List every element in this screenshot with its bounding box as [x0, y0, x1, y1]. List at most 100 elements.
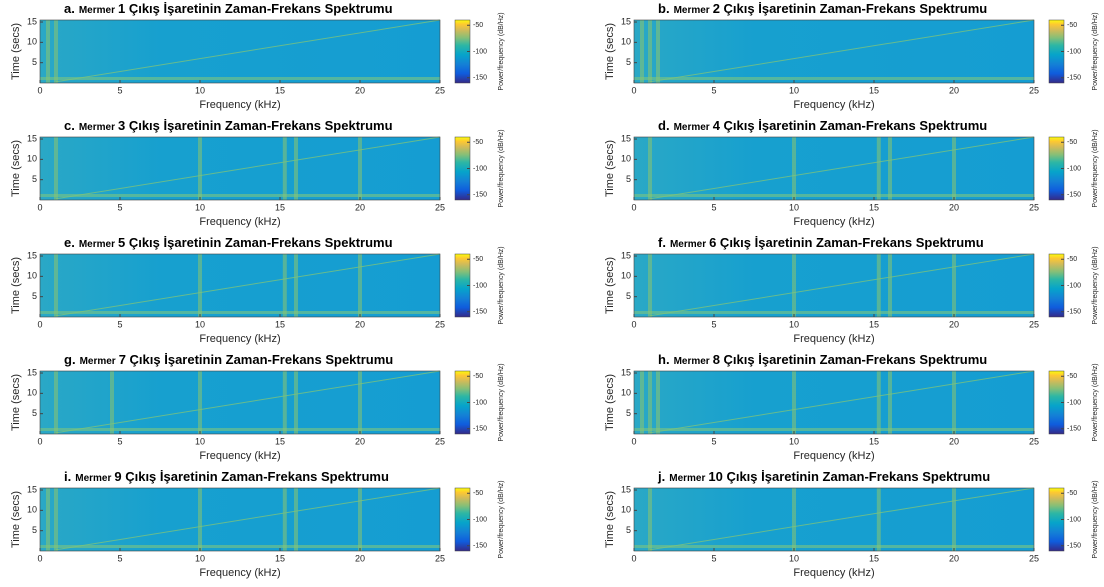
chirp-line: [55, 370, 441, 434]
frequency-band: [54, 488, 58, 551]
frequency-band: [792, 254, 796, 317]
frequency-band: [952, 371, 956, 434]
frequency-band: [648, 371, 652, 434]
x-tick-label: 5: [711, 85, 716, 95]
colorbar-tick-label: -100: [1067, 282, 1081, 289]
x-tick-label: 20: [949, 319, 959, 329]
y-tick-label: 10: [621, 388, 631, 398]
low-time-strip: [40, 194, 440, 197]
x-tick-label: 25: [1029, 436, 1039, 446]
x-tick-label: 25: [1029, 85, 1039, 95]
title-text: 3 Çıkış İşaretinin Zaman-Frekans Spektru…: [118, 118, 393, 133]
y-axis-label: Time (secs): [604, 257, 616, 314]
x-tick-label: 10: [789, 319, 799, 329]
chirp-line: [55, 136, 441, 200]
x-tick-label: 15: [869, 436, 879, 446]
colorbar-label: Power/frequency (dB/Hz): [1092, 480, 1099, 558]
frequency-band: [876, 488, 881, 551]
y-axis-label: Time (secs): [10, 491, 22, 548]
panel-letter: b.: [658, 1, 670, 16]
x-tick-label: 0: [37, 202, 42, 212]
frequency-band: [282, 254, 287, 317]
x-tick-label: 20: [355, 553, 365, 563]
x-tick-label: 5: [117, 85, 122, 95]
frequency-band: [648, 20, 652, 83]
colorbar-tick-label: -50: [1067, 139, 1077, 146]
frequency-band: [294, 254, 298, 317]
title-word: Mermer: [79, 122, 115, 133]
frequency-band: [358, 371, 362, 434]
x-tick-label: 10: [789, 436, 799, 446]
y-tick-label: 10: [27, 388, 37, 398]
frequency-band: [648, 137, 652, 200]
title-text: 6 Çıkış İşaretinin Zaman-Frekans Spektru…: [709, 235, 984, 250]
title-word: Mermer: [79, 239, 115, 250]
frequency-band: [640, 371, 644, 434]
colorbar-label: Power/frequency (dB/Hz): [498, 12, 505, 90]
colorbar-tick-label: -100: [473, 48, 487, 55]
colorbar-tick-label: -100: [473, 165, 487, 172]
x-tick-label: 20: [355, 202, 365, 212]
frequency-band: [792, 137, 796, 200]
x-tick-label: 0: [631, 85, 636, 95]
frequency-band: [54, 137, 58, 200]
frequency-band: [198, 137, 202, 200]
colorbar-tick-label: -150: [1067, 309, 1081, 316]
chirp-line: [649, 487, 1035, 551]
colorbar-tick-label: -150: [473, 192, 487, 199]
x-axis-label: Frequency (kHz): [793, 99, 874, 111]
colorbar-tick-label: -100: [1067, 399, 1081, 406]
y-tick-label: 10: [27, 505, 37, 515]
y-axis-label: Time (secs): [604, 374, 616, 431]
x-tick-label: 15: [869, 202, 879, 212]
panel-title: j. Mermer 10 Çıkış İşaretinin Zaman-Frekan…: [657, 469, 990, 484]
x-axis-label: Frequency (kHz): [793, 567, 874, 579]
frequency-band: [110, 371, 114, 434]
y-tick-label: 15: [27, 484, 37, 494]
chirp-line: [649, 370, 1035, 434]
panel-title: h. Mermer 8 Çıkış İşaretinin Zaman-Frekans…: [658, 352, 987, 367]
x-axis-label: Frequency (kHz): [199, 333, 280, 345]
x-tick-label: 0: [631, 202, 636, 212]
colorbar-label: Power/frequency (dB/Hz): [1092, 12, 1099, 90]
x-tick-label: 25: [435, 553, 445, 563]
frequency-band: [876, 137, 881, 200]
x-tick-label: 0: [37, 319, 42, 329]
y-tick-label: 5: [626, 291, 631, 301]
panel-title: d. Mermer 4 Çıkış İşaretinin Zaman-Frekans…: [658, 118, 987, 133]
colorbar-label: Power/frequency (dB/Hz): [498, 129, 505, 207]
panel-title: g. Mermer 7 Çıkış İşaretinin Zaman-Frekans…: [64, 352, 393, 367]
x-tick-label: 5: [711, 436, 716, 446]
panel-letter: e.: [64, 235, 75, 250]
y-tick-label: 15: [27, 133, 37, 143]
title-word: Mermer: [674, 356, 710, 367]
x-tick-label: 10: [195, 436, 205, 446]
panel-letter: a.: [64, 1, 75, 16]
x-tick-label: 15: [275, 319, 285, 329]
frequency-band: [656, 20, 660, 83]
x-tick-label: 15: [275, 436, 285, 446]
title-word: Mermer: [674, 5, 710, 16]
y-tick-label: 10: [621, 271, 631, 281]
title-word: Mermer: [79, 5, 115, 16]
low-time-strip: [634, 311, 1034, 314]
frequency-band: [888, 371, 892, 434]
panel-letter: c.: [64, 118, 75, 133]
title-text: 7 Çıkış İşaretinin Zaman-Frekans Spektru…: [119, 352, 394, 367]
title-text: 2 Çıkış İşaretinin Zaman-Frekans Spektru…: [713, 1, 988, 16]
plot-frame: [39, 253, 441, 318]
y-axis-label: Time (secs): [604, 491, 616, 548]
x-tick-label: 20: [949, 553, 959, 563]
panel: f. Mermer 6 Çıkış İşaretinin Zaman-Frekans…: [604, 235, 1099, 344]
x-tick-label: 5: [117, 553, 122, 563]
panel-letter: j.: [657, 469, 665, 484]
frequency-band: [358, 488, 362, 551]
plot-frame: [633, 253, 1035, 318]
x-tick-label: 20: [355, 85, 365, 95]
x-tick-label: 5: [711, 553, 716, 563]
panel-letter: i.: [64, 469, 71, 484]
frequency-band: [876, 371, 881, 434]
panel: h. Mermer 8 Çıkış İşaretinin Zaman-Frekans…: [604, 352, 1099, 461]
frequency-band: [952, 488, 956, 551]
frequency-band: [294, 137, 298, 200]
